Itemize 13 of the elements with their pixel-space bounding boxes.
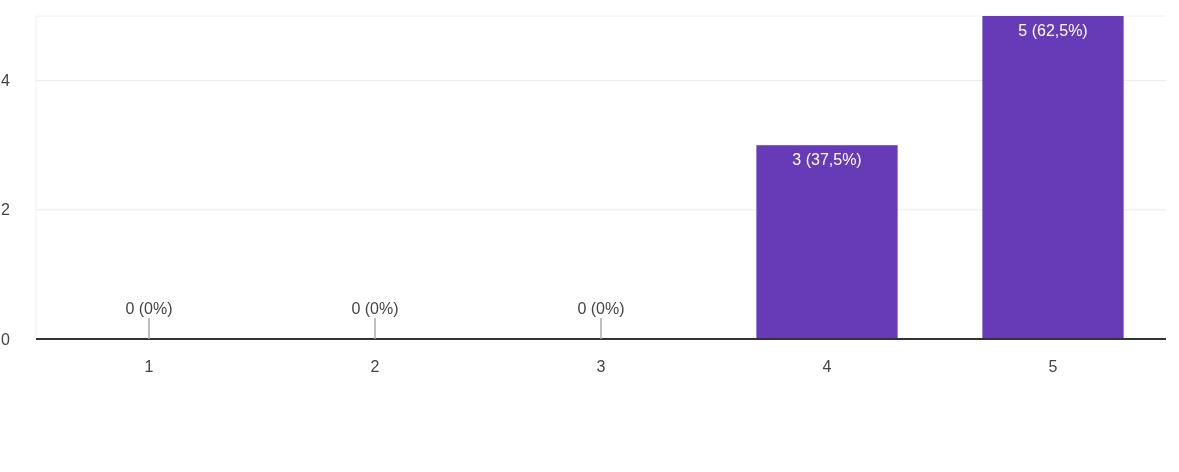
data-label: 0 (0%): [125, 299, 173, 317]
y-tick-label: 4: [1, 72, 10, 90]
y-tick-label: 0: [1, 330, 10, 348]
data-label: 0 (0%): [577, 299, 625, 317]
data-label: 3 (37,5%): [792, 150, 862, 168]
x-tick-label: 1: [144, 357, 154, 375]
x-tick-label: 5: [1048, 357, 1058, 375]
x-tick-label: 3: [596, 357, 606, 375]
data-label: 5 (62,5%): [1018, 21, 1088, 39]
x-tick-label: 4: [822, 357, 832, 375]
data-label: 0 (0%): [351, 299, 399, 317]
x-tick-label: 2: [370, 357, 380, 375]
y-tick-label: 2: [1, 201, 10, 219]
